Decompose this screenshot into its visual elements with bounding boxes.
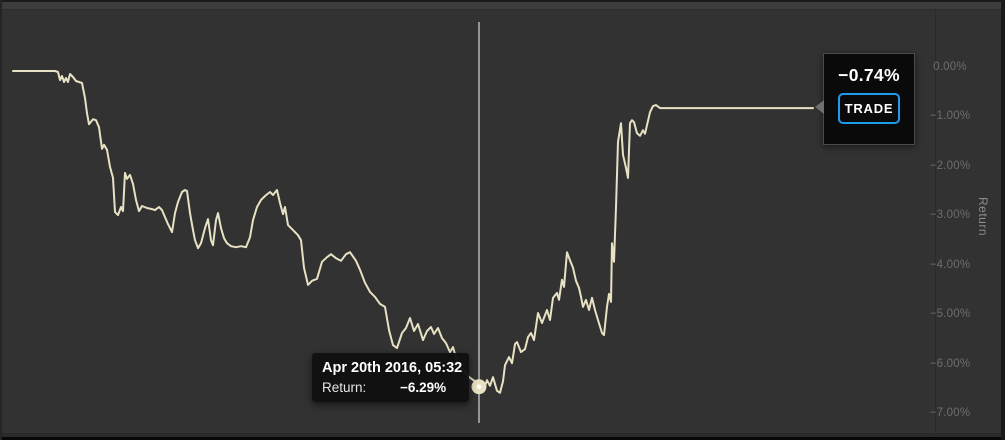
y-axis-tick-label: −4.00% [929, 259, 971, 271]
tooltip-return-label: Return: [322, 380, 367, 395]
panel-right-edge [1001, 0, 1005, 440]
panel-left-edge [0, 0, 2, 440]
y-axis-tick-label: −3.00% [929, 209, 971, 221]
y-axis-line [935, 9, 936, 433]
trade-flag: −0.74% TRADE [815, 53, 915, 145]
panel-top-bar [0, 2, 1005, 10]
y-axis-tick-label: 0.00% [933, 61, 967, 73]
flag-arrow-left-icon [815, 100, 824, 114]
y-axis-tick-label: −7.00% [929, 407, 971, 419]
panel-bottom-bar [0, 433, 1005, 437]
y-axis-tick-label: −5.00% [929, 308, 971, 320]
y-axis-tick-label: −2.00% [929, 160, 971, 172]
selected-point-marker-dot [476, 384, 482, 390]
panel-top-edge [0, 0, 1005, 2]
tooltip-date: Apr 20th 2016, 05:32 [322, 360, 463, 376]
trade-button[interactable]: TRADE [838, 93, 900, 124]
chart-tooltip: Apr 20th 2016, 05:32 Return: −6.29% [312, 353, 469, 402]
tooltip-return-value: −6.29% [400, 380, 447, 395]
return-line-series [12, 70, 814, 394]
y-axis-title: Return [976, 197, 990, 237]
y-axis-tick-label: −6.00% [929, 358, 971, 370]
current-return-value: −0.74% [838, 65, 900, 85]
y-axis-tick-label: −1.00% [929, 110, 971, 122]
panel-bottom-edge [0, 437, 1005, 440]
